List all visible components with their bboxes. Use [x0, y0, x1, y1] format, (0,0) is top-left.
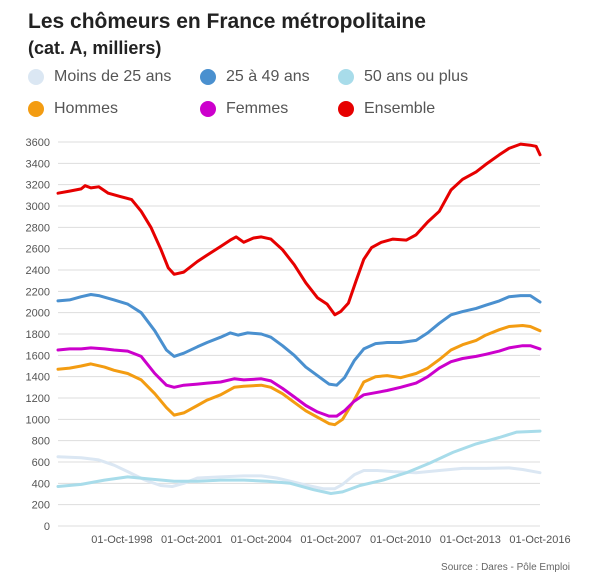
legend-item: Moins de 25 ans — [28, 68, 171, 86]
chart-legend: Moins de 25 ans 25 à 49 ans 50 ans ou plus… — [28, 68, 588, 128]
x-tick-label: 01-Oct-2013 — [440, 534, 501, 546]
x-tick-label: 01-Oct-2004 — [231, 534, 292, 546]
source-note: Source : Dares - Pôle Emploi — [441, 562, 570, 573]
y-tick-label: 2400 — [26, 265, 50, 277]
y-tick-label: 200 — [32, 500, 50, 512]
legend-item: 25 à 49 ans — [200, 68, 310, 86]
series-line-50-ans-ou-plus — [56, 429, 542, 495]
legend-label: 25 à 49 ans — [226, 68, 310, 85]
x-tick-label: 01-Oct-2001 — [161, 534, 222, 546]
chart-subtitle: (cat. A, milliers) — [28, 38, 162, 58]
legend-marker — [200, 101, 216, 117]
chart-title: Les chômeurs en France métropolitaine — [28, 10, 426, 33]
x-tick-label: 01-Oct-2016 — [509, 534, 570, 546]
legend-item: 50 ans ou plus — [338, 68, 468, 86]
series-line-ensemble — [56, 142, 542, 317]
legend-marker — [338, 101, 354, 117]
legend-item: Ensemble — [338, 100, 435, 118]
legend-marker — [200, 69, 216, 85]
legend-label: Ensemble — [364, 100, 436, 117]
series-line-hommes — [56, 324, 542, 427]
y-tick-label: 400 — [32, 478, 50, 490]
y-tick-label: 0 — [44, 521, 50, 533]
y-tick-label: 600 — [32, 457, 50, 469]
y-tick-label: 3400 — [26, 158, 50, 170]
x-tick-label: 01-Oct-2007 — [300, 534, 361, 546]
y-tick-label: 1000 — [26, 414, 50, 426]
y-tick-label: 3600 — [26, 137, 50, 149]
y-tick-label: 1200 — [26, 393, 50, 405]
x-tick-label: 01-Oct-1998 — [91, 534, 152, 546]
legend-label: Femmes — [226, 100, 289, 117]
y-tick-label: 2800 — [26, 222, 50, 234]
legend-marker — [338, 69, 354, 85]
legend-label: Moins de 25 ans — [54, 68, 172, 85]
legend-label: Hommes — [54, 100, 119, 117]
y-tick-label: 1600 — [26, 350, 50, 362]
legend-marker — [28, 101, 44, 117]
y-tick-label: 1400 — [26, 372, 50, 384]
y-tick-label: 2600 — [26, 244, 50, 256]
y-tick-label: 2000 — [26, 308, 50, 320]
y-tick-label: 800 — [32, 436, 50, 448]
series-line-femmes — [56, 344, 542, 418]
series-line-25-49-ans — [56, 293, 542, 387]
y-tick-label: 3000 — [26, 201, 50, 213]
x-tick-label: 01-Oct-2010 — [370, 534, 431, 546]
legend-item: Femmes — [200, 100, 288, 118]
legend-marker — [28, 69, 44, 85]
legend-item: Hommes — [28, 100, 118, 118]
y-tick-label: 2200 — [26, 286, 50, 298]
y-tick-label: 3200 — [26, 180, 50, 192]
y-tick-label: 1800 — [26, 329, 50, 341]
legend-label: 50 ans ou plus — [364, 68, 469, 85]
